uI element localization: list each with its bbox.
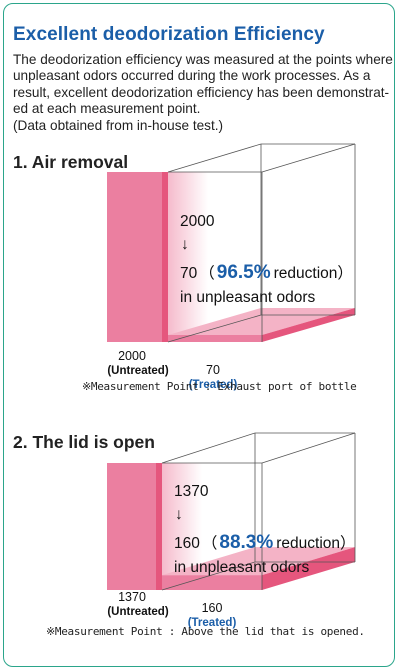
annotation-tail: in unpleasant odors [180,289,316,306]
intro-text: The deodorization efficiency was measure… [13,52,393,134]
bar-treated-front [168,335,262,342]
bar-treated-front [162,575,262,590]
annotation-result-line: 70 （96.5% reduction） [180,262,353,283]
bar-untreated-front [107,463,156,590]
annotation-arrow: ↓ [181,236,189,253]
label-untreated-value: 2000 [118,349,146,363]
label-treated-category: (Treated) [188,617,237,629]
cube-edge [167,143,262,173]
cube-edge [167,314,262,343]
annotation-from-value: 2000 [180,213,215,230]
annotation-reduction: reduction） [276,535,355,552]
annotation-paren: （ [202,535,218,552]
cube-edge [261,143,356,173]
chart-1: 2000↓70 （96.5% reduction）in unpleasant odo… [107,143,356,391]
chart-2-note: ※Measurement Point : Above the lid that … [46,625,365,638]
annotation-reduction: reduction） [274,265,353,282]
chart-1-note: ※Measurement Point : Exhaust port of bot… [82,380,357,393]
annotation-percent: 88.3% [219,532,273,553]
bar-untreated-glow [168,172,208,335]
label-untreated-category: (Untreated) [107,365,169,377]
page-title: Excellent deodorization Efficiency [13,24,325,45]
cube-edge [161,561,256,591]
label-treated-category: (Treated) [189,379,238,391]
intro-line: (Data obtained from in-house test.) [13,117,224,133]
annotation-arrow: ↓ [175,506,183,523]
bar-untreated-side [156,463,162,590]
label-treated-value: 70 [206,363,220,377]
chart-2-title: 2. The lid is open [13,432,155,452]
chart-1-title: 1. Air removal [13,152,129,172]
annotation-result-line: 160 （88.3% reduction） [174,532,356,553]
bar-untreated-side [162,172,168,342]
intro-line: result, excellent deodorization efficien… [13,84,390,100]
annotation-to-value: 70 [180,265,198,282]
intro-line: unpleasant odors occurred during the wor… [13,68,371,84]
bar-untreated-front [107,172,162,342]
annotation-to-value: 160 [174,535,200,552]
intro-line: ed at each measurement point. [13,101,201,117]
label-untreated-category: (Untreated) [107,606,169,618]
label-treated-value: 160 [202,601,223,615]
bar-treated-side [262,308,355,342]
label-untreated-value: 1370 [118,590,146,604]
bar-untreated-glow [162,463,202,576]
intro-line: The deodorization efficiency was measure… [13,52,393,67]
cube-edge [161,432,256,464]
bar-treated-side [262,547,355,590]
annotation-tail: in unpleasant odors [174,559,310,576]
annotation-from-value: 1370 [174,483,209,500]
annotation-paren: （ [199,265,215,282]
bar-treated-top [162,547,355,576]
cube-edge [261,432,356,464]
annotation-percent: 96.5% [217,262,271,283]
